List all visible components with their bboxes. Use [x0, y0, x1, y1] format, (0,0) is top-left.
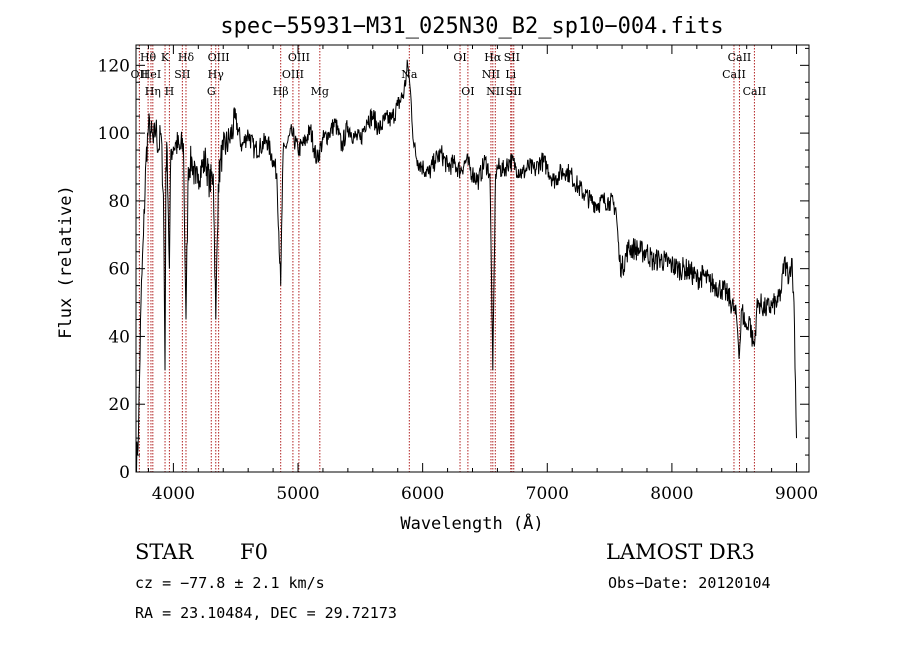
- x-tick-label: 9000: [775, 484, 818, 504]
- spectrum-line: [136, 59, 797, 473]
- line-label: HeI: [141, 68, 161, 81]
- y-tick-label: 100: [98, 124, 130, 144]
- line-label: K: [161, 51, 170, 64]
- line-label: H: [165, 85, 175, 98]
- x-tick-label: 7000: [526, 484, 569, 504]
- line-label: NII: [486, 85, 504, 98]
- x-tick-label: 8000: [650, 484, 693, 504]
- line-label: OIII: [208, 51, 230, 64]
- line-label: Hδ: [178, 51, 195, 64]
- line-label: Hα: [484, 51, 502, 64]
- coordinates: RA = 23.10484, DEC = 29.72173: [135, 604, 397, 622]
- y-tick-label: 60: [108, 260, 130, 280]
- redshift-cz: cz = −77.8 ± 2.1 km/s: [135, 574, 325, 592]
- line-label: NII: [482, 68, 500, 81]
- chart-title: spec−55931−M31_025N30_B2_sp10−004.fits: [220, 14, 723, 39]
- line-label: G: [207, 85, 216, 98]
- y-tick-label: 80: [108, 192, 130, 212]
- y-axis-label: Flux (relative): [56, 185, 76, 339]
- x-tick-label: 5000: [276, 484, 319, 504]
- line-label: SII: [174, 68, 190, 81]
- x-tick-label: 6000: [401, 484, 444, 504]
- line-label: OI: [453, 51, 466, 64]
- line-label: Mg: [311, 85, 329, 98]
- line-label: OI: [461, 85, 474, 98]
- line-label: OIII: [282, 68, 304, 81]
- line-label: Na: [401, 68, 418, 81]
- y-tick-label: 0: [119, 463, 130, 483]
- line-label: CaII: [728, 51, 752, 64]
- obs-date: Obs−Date: 20120104: [608, 574, 771, 592]
- y-tick-label: 120: [98, 56, 130, 76]
- x-tick-label: 4000: [152, 484, 195, 504]
- y-tick-label: 40: [108, 327, 130, 347]
- object-subclass: F0: [240, 540, 268, 564]
- x-axis-label: Wavelength (Å): [400, 512, 543, 534]
- line-label: CaII: [722, 68, 746, 81]
- line-label: OIII: [288, 51, 310, 64]
- line-label: SII: [506, 85, 522, 98]
- line-label: Hβ: [273, 85, 289, 98]
- y-tick-label: 20: [108, 395, 130, 415]
- plot-frame: [135, 44, 810, 473]
- line-label: Hθ: [140, 51, 157, 64]
- line-label: Hη: [145, 85, 161, 98]
- object-class: STAR: [135, 540, 194, 564]
- line-label: SII: [504, 51, 520, 64]
- line-label: CaII: [743, 85, 767, 98]
- line-label: OII: [131, 68, 149, 81]
- line-label: Li: [505, 68, 516, 81]
- axis-ticks: 4000 5000 6000 7000 8000 9000 0 20 40 60 80 100 120: [98, 45, 818, 504]
- line-label: Hγ: [208, 68, 225, 81]
- survey-name: LAMOST DR3: [606, 540, 755, 564]
